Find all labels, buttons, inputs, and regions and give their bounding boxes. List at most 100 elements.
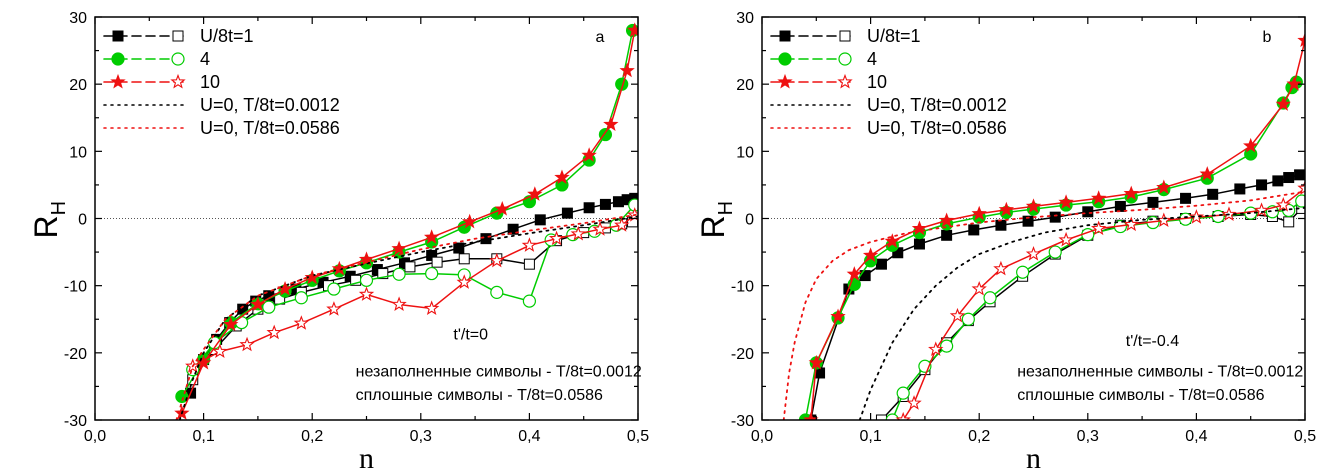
data-point bbox=[239, 336, 255, 352]
data-point bbox=[1156, 212, 1172, 228]
data-point bbox=[456, 274, 472, 289]
legend-label: 10 bbox=[867, 72, 887, 92]
legend-label: U=0, T/8t=0.0586 bbox=[867, 118, 1007, 138]
legend-entry: U=0, T/8t=0.0586 bbox=[770, 118, 1007, 138]
series-line bbox=[858, 206, 1305, 420]
data-point bbox=[928, 341, 944, 356]
y-tick-label: 20 bbox=[736, 77, 754, 94]
data-point bbox=[592, 221, 608, 236]
data-point bbox=[968, 224, 980, 236]
legend-marker-filled bbox=[779, 30, 791, 42]
data-point bbox=[603, 116, 619, 131]
data-point bbox=[392, 267, 406, 281]
data-point bbox=[1295, 194, 1305, 208]
panel-label: b bbox=[1263, 29, 1272, 46]
series-line bbox=[902, 187, 1305, 420]
series-8 bbox=[175, 213, 638, 420]
data-point bbox=[1156, 179, 1172, 195]
data-point bbox=[377, 268, 389, 280]
series-line bbox=[810, 174, 1301, 420]
data-point bbox=[1025, 198, 1042, 213]
x-tick-label: 0,1 bbox=[859, 428, 881, 445]
data-point bbox=[461, 213, 478, 229]
data-point bbox=[507, 223, 519, 235]
annotation-text: t'/t=-0.4 bbox=[1126, 333, 1179, 350]
y-axis-label: RH bbox=[28, 201, 70, 239]
data-point bbox=[1234, 183, 1246, 195]
legend-label: U=0, T/8t=0.0012 bbox=[867, 95, 1007, 115]
data-point bbox=[862, 247, 879, 262]
data-point bbox=[391, 240, 407, 256]
annotation-text: сплошные символы - T/8t=0.0586 bbox=[356, 387, 603, 404]
data-point bbox=[534, 214, 546, 226]
legend-label: U=0, T/8t=0.0586 bbox=[200, 118, 340, 138]
data-point bbox=[521, 237, 538, 252]
series-line bbox=[175, 213, 638, 420]
legend-entry: 4 bbox=[103, 49, 210, 69]
data-point bbox=[431, 256, 443, 268]
y-axis-label-subscript: H bbox=[715, 201, 737, 215]
y-tick-label: 0 bbox=[78, 212, 87, 229]
data-point bbox=[425, 266, 439, 281]
data-point bbox=[938, 212, 955, 228]
data-point bbox=[1022, 215, 1034, 227]
data-point bbox=[1188, 209, 1205, 224]
data-point bbox=[1049, 211, 1061, 223]
data-point bbox=[830, 308, 846, 324]
data-point bbox=[561, 207, 573, 219]
data-point bbox=[1256, 179, 1268, 191]
data-point bbox=[490, 285, 504, 299]
y-axis-label-subscript: H bbox=[48, 201, 70, 215]
data-point bbox=[1286, 76, 1302, 91]
x-axis-label: n bbox=[1026, 442, 1041, 473]
data-point bbox=[293, 315, 310, 330]
y-tick-label: 20 bbox=[69, 77, 87, 94]
x-tick-label: 0,3 bbox=[410, 428, 432, 445]
data-point bbox=[570, 225, 586, 241]
legend-label: U=0, T/8t=0.0012 bbox=[200, 95, 340, 115]
data-point bbox=[581, 147, 597, 162]
series-line bbox=[810, 39, 1305, 420]
data-point bbox=[1199, 166, 1215, 181]
y-tick-label: 0 bbox=[745, 212, 754, 229]
data-point bbox=[846, 266, 862, 281]
series-5 bbox=[803, 32, 1305, 420]
annotation-text: сплошные символы - T/8t=0.0586 bbox=[1017, 387, 1264, 404]
data-point bbox=[885, 413, 899, 420]
data-point bbox=[1253, 202, 1270, 217]
data-point bbox=[554, 169, 570, 185]
data-point bbox=[1123, 185, 1139, 201]
data-point bbox=[359, 273, 374, 287]
x-tick-label: 0,4 bbox=[518, 428, 540, 445]
legend-marker-open bbox=[838, 52, 852, 66]
y-tick-label: -10 bbox=[731, 279, 754, 296]
data-point bbox=[971, 205, 987, 221]
data-point bbox=[212, 343, 228, 359]
data-point bbox=[884, 233, 900, 248]
x-tick-label: 0,4 bbox=[1185, 428, 1207, 445]
data-point bbox=[489, 252, 505, 268]
data-point bbox=[266, 324, 282, 340]
legend-label: U/8t=1 bbox=[867, 26, 921, 46]
data-point bbox=[1058, 194, 1074, 209]
legend-marker-filled bbox=[777, 73, 793, 89]
legend-entry: U/8t=1 bbox=[770, 26, 921, 46]
data-point bbox=[995, 219, 1007, 231]
data-point bbox=[599, 198, 611, 210]
legend-marker-filled bbox=[110, 73, 126, 89]
annotation-text: незаполненные символы - T/8t=0.0012 bbox=[1017, 363, 1303, 380]
data-point bbox=[1275, 196, 1291, 212]
data-point bbox=[896, 386, 910, 400]
data-point bbox=[1114, 200, 1126, 212]
data-point bbox=[453, 242, 465, 254]
data-point bbox=[808, 354, 824, 370]
series-4 bbox=[186, 198, 638, 377]
data-point bbox=[391, 296, 407, 312]
series-7 bbox=[858, 206, 1305, 420]
y-tick-label: -30 bbox=[64, 413, 87, 430]
y-axis-label: RH bbox=[695, 201, 737, 239]
data-point bbox=[494, 201, 510, 216]
legend-entry: 4 bbox=[770, 49, 877, 69]
data-point bbox=[1207, 188, 1219, 200]
